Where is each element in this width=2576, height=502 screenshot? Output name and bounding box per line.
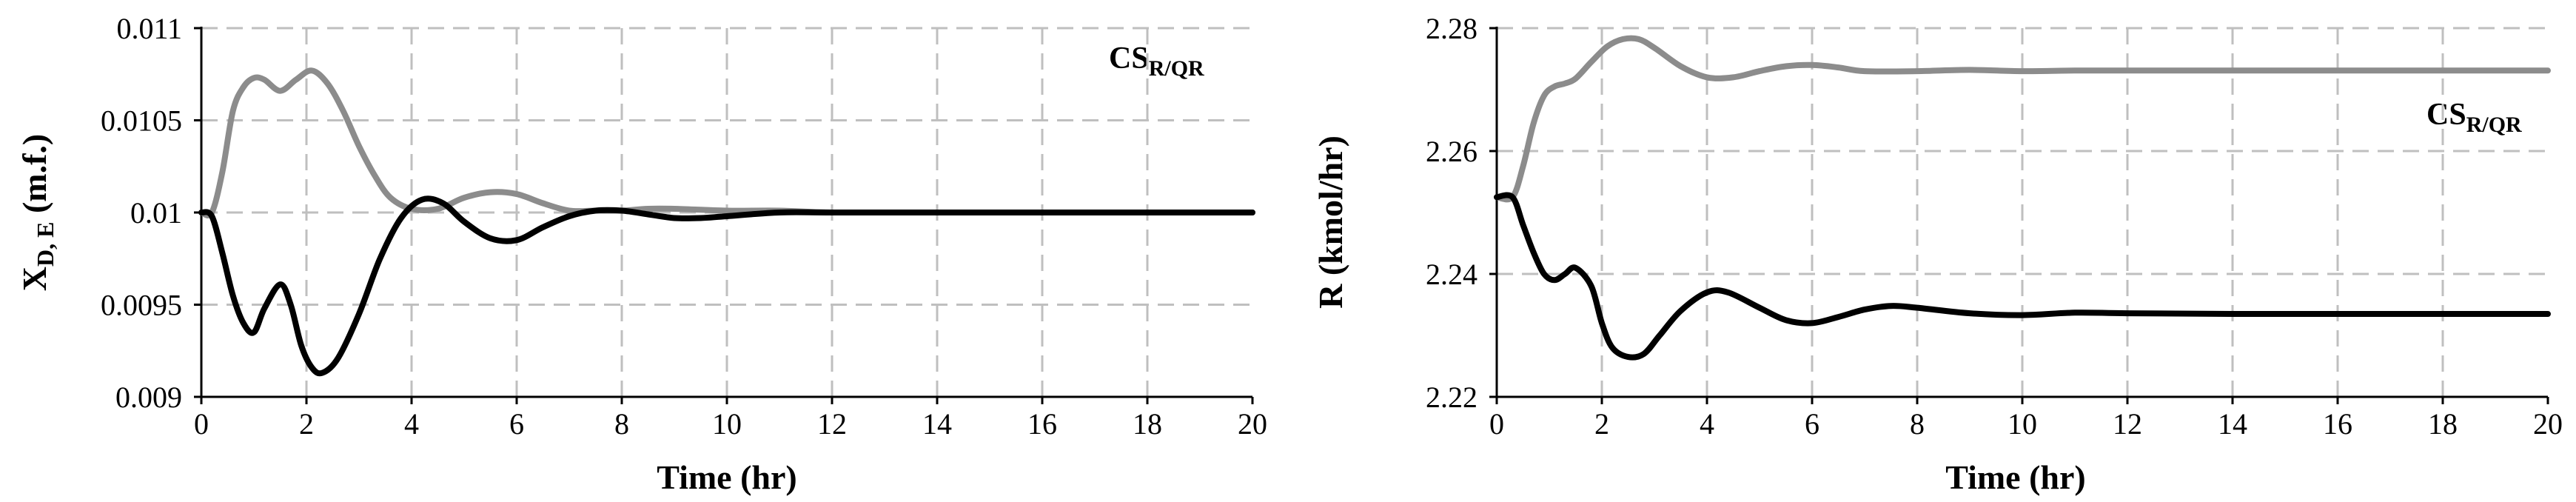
x-tick-label: 20 [1238, 407, 1267, 441]
y-tick-label: 2.24 [1426, 258, 1477, 291]
series-line-right-0 [1494, 35, 2551, 203]
y-tick-label: 0.0095 [101, 289, 182, 322]
x-tick-label: 4 [1700, 407, 1714, 441]
x-tick-label: 10 [2008, 407, 2037, 441]
x-tick-label: 2 [299, 407, 314, 441]
x-tick-label: 18 [1133, 407, 1162, 441]
x-tick-label: 4 [404, 407, 419, 441]
x-tick-label: 0 [1489, 407, 1504, 441]
y-tick-label: 2.28 [1426, 12, 1477, 45]
x-tick-label: 20 [2533, 407, 2563, 441]
x-tick-label: 18 [2428, 407, 2458, 441]
x-tick-label: 16 [2323, 407, 2352, 441]
x-tick-label: 12 [2113, 407, 2142, 441]
chart-left: XD, E (m.f.) Time (hr) CSR/QR 0 2 4 6 8 10 12 1… [16, 12, 1267, 496]
y-axis-label-right: R (kmol/hr) [1312, 135, 1349, 309]
annotation-left: CSR/QR [1109, 41, 1204, 81]
series-line-right-1 [1494, 192, 2551, 361]
x-tick-label: 8 [1910, 407, 1925, 441]
x-tick-label: 14 [922, 407, 952, 441]
y-tick-label: 0.009 [115, 381, 182, 414]
y-tick-label: 2.22 [1426, 381, 1477, 414]
y-tick-label: 0.0105 [101, 104, 182, 138]
x-tick-label: 6 [509, 407, 524, 441]
x-tick-label: 8 [614, 407, 629, 441]
x-tick-label: 16 [1027, 407, 1057, 441]
x-tick-label: 2 [1594, 407, 1609, 441]
x-axis-label-left: Time (hr) [657, 458, 797, 496]
series-line-left-1 [198, 195, 1255, 377]
x-tick-label: 10 [712, 407, 742, 441]
y-tick-label: 0.01 [130, 196, 182, 230]
y-tick-label: 0.011 [116, 12, 182, 45]
x-tick-label: 6 [1805, 407, 1819, 441]
x-tick-label: 14 [2218, 407, 2247, 441]
x-tick-label: 0 [194, 407, 209, 441]
y-tick-label: 2.26 [1426, 135, 1477, 168]
y-axis-label-left: XD, E (m.f.) [16, 134, 58, 291]
x-axis-label-right: Time (hr) [1945, 458, 2086, 496]
chart-right: R (kmol/hr) Time (hr) CSR/QR 0 2 4 6 8 10 12 14… [1312, 12, 2563, 496]
annotation-right: CSR/QR [2426, 98, 2522, 137]
x-tick-label: 12 [817, 407, 847, 441]
